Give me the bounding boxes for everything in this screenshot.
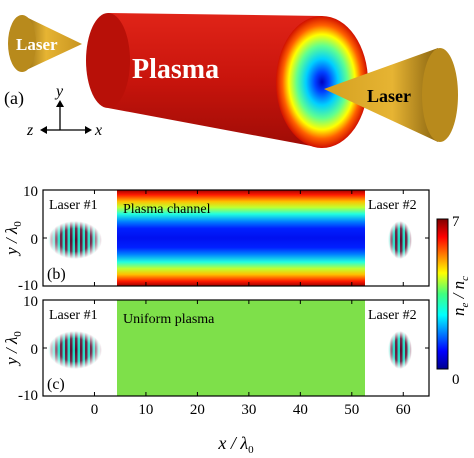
colorbar-tick-min: 0	[452, 372, 460, 388]
svg-text:y / λ0: y / λ0	[2, 331, 24, 367]
y-tick-c-bot: -10	[18, 388, 38, 404]
panel-label-c: (c)	[47, 376, 65, 393]
cylinder-label: Plasma	[132, 54, 219, 85]
x-axis-label: x / λ0	[217, 433, 254, 456]
schematic-panel: Laser Plasma Laser (a) y z x	[4, 13, 458, 148]
svg-text:y / λ0: y / λ0	[2, 221, 24, 257]
right-laser-cone: Laser	[324, 48, 458, 142]
y-tick-b-top: 10	[23, 184, 38, 200]
laser-1-label-b: Laser #1	[49, 198, 98, 213]
uniform-plasma-region	[117, 300, 365, 396]
axis-label-y-schematic: y	[54, 83, 64, 100]
y-tick-b-bot: -10	[18, 278, 38, 294]
panel-title-c: Uniform plasma	[123, 312, 215, 327]
laser-2-label-c: Laser #2	[368, 308, 417, 323]
cylinder-end-face	[276, 16, 368, 148]
y-tick-c-mid: 0	[31, 342, 39, 358]
plasma-channel-region	[117, 190, 365, 286]
laser-left-label: Laser	[16, 35, 58, 54]
y-axis-label-c: y / λ0	[2, 331, 24, 367]
x-tick-label-30: 30	[241, 402, 256, 418]
colorbar: 7 0 ne / nc	[436, 214, 471, 388]
y-tick-b-mid: 0	[31, 232, 39, 248]
colorbar-tick-max: 7	[452, 214, 460, 230]
laser-1-pulse-c	[48, 331, 102, 369]
left-laser-cone: Laser	[8, 15, 82, 72]
plasma-cylinder: Plasma	[86, 13, 368, 148]
panel-b: Laser #1 Laser #2 Plasma channel (b) 10 …	[18, 184, 430, 294]
x-tick-label-0: 0	[91, 402, 99, 418]
x-tick-label-20: 20	[190, 402, 205, 418]
y-axis-label-b: y / λ0	[2, 221, 24, 257]
laser-right-label: Laser	[367, 86, 411, 106]
colorbar-label: ne / nc	[449, 276, 471, 316]
axis-label-x-schematic: x	[94, 122, 102, 139]
x-tick-label-10: 10	[138, 402, 153, 418]
panel-title-b: Plasma channel	[123, 202, 211, 217]
laser-2-pulse-c	[388, 331, 412, 369]
laser-1-pulse-b	[48, 221, 102, 259]
panel-c: Laser #1 Laser #2 Uniform plasma (c) 10 …	[18, 294, 430, 404]
axis-label-z-schematic: z	[26, 122, 34, 139]
x-axis-ticks: 0 10 20 30 40 50 60	[91, 190, 411, 418]
y-tick-c-top: 10	[23, 294, 38, 310]
x-tick-label-50: 50	[344, 402, 359, 418]
svg-text:ne / nc: ne / nc	[449, 276, 471, 316]
laser-1-label-c: Laser #1	[49, 308, 98, 323]
panel-label-a: (a)	[4, 88, 24, 109]
x-tick-label-40: 40	[293, 402, 308, 418]
axes-triad	[40, 100, 92, 134]
laser-2-pulse-b	[388, 221, 412, 259]
laser-2-label-b: Laser #2	[368, 198, 417, 213]
x-tick-label-60: 60	[396, 402, 411, 418]
panel-label-b: (b)	[47, 266, 66, 283]
